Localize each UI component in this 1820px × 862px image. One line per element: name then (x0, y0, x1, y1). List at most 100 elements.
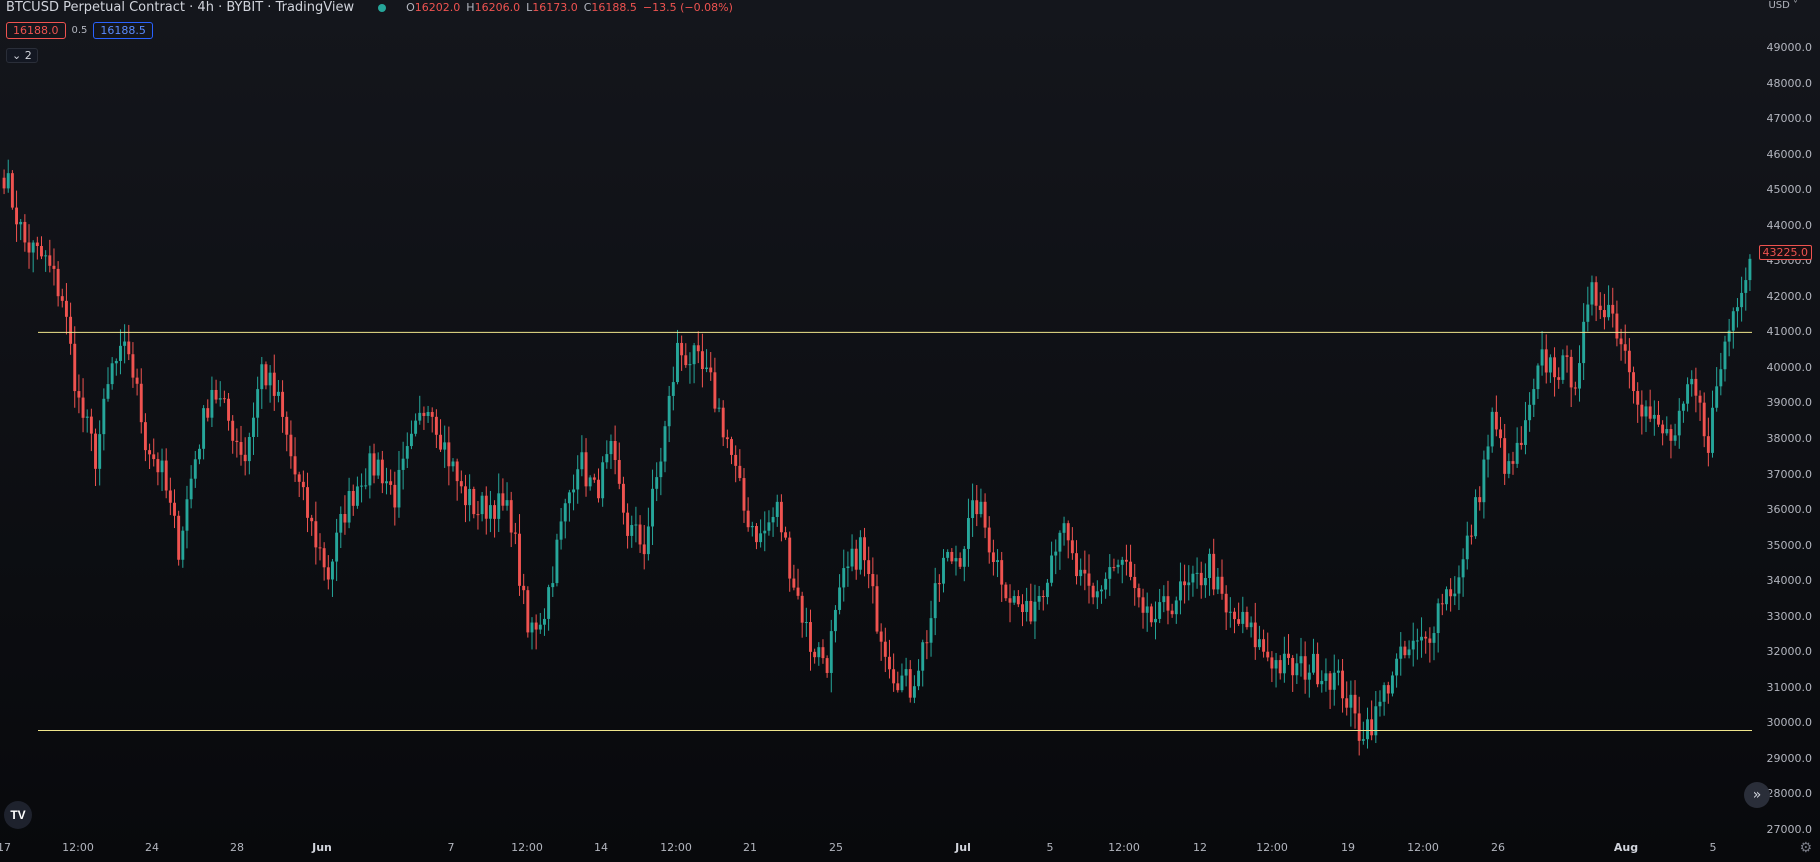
candle-body (584, 452, 588, 487)
candle-body (1544, 349, 1548, 373)
candle-body (1129, 561, 1133, 577)
candle-body (858, 537, 862, 570)
time-tick-label: 5 (1709, 841, 1717, 854)
candle-body (1050, 555, 1054, 583)
candle-body (222, 398, 226, 400)
candle-body (252, 417, 255, 437)
candle-body (235, 440, 239, 443)
candle-body (621, 483, 625, 513)
time-tick-label: 12:00 (1407, 841, 1439, 854)
buy-button[interactable]: 16188.5 (93, 22, 153, 39)
candle-body (613, 441, 617, 461)
candle-body (1424, 636, 1428, 639)
candle-body (738, 465, 742, 479)
candle-body (418, 412, 422, 421)
candle-body (1224, 593, 1228, 613)
candle-body (443, 442, 447, 450)
candle-body (168, 490, 172, 503)
candle-body (522, 585, 526, 591)
symbol-title[interactable]: BTCUSD Perpetual Contract · 4h · BYBIT ·… (6, 0, 355, 15)
candle-body (56, 268, 60, 297)
candle-body (538, 624, 542, 630)
candle-body (439, 434, 442, 450)
candle-body (1016, 596, 1020, 605)
candle-body (771, 516, 775, 523)
candle-body (1187, 582, 1191, 586)
candle-body (123, 341, 127, 346)
candle-body (372, 453, 376, 476)
candle-body (1573, 387, 1577, 389)
candle-body (1004, 584, 1008, 599)
candle-body (1033, 601, 1037, 622)
candle-body (1166, 596, 1170, 611)
candle-body (1528, 404, 1532, 421)
time-tick-label: 12:00 (1108, 841, 1140, 854)
candle-body (1120, 559, 1124, 565)
candle-body (1482, 459, 1486, 503)
candle-body (1740, 292, 1744, 308)
price-tick-label: 37000.0 (1766, 467, 1813, 481)
spread-value: 0.5 (71, 25, 88, 36)
candle-body (1278, 660, 1282, 674)
candle-body (867, 560, 871, 575)
candle-body (1116, 564, 1120, 568)
candle-body (44, 255, 48, 257)
candle-body (883, 641, 887, 657)
price-tick-label: 45000.0 (1766, 183, 1813, 197)
price-tick-label: 47000.0 (1766, 112, 1813, 126)
candle-body (364, 485, 368, 487)
candle-body (966, 518, 970, 549)
candle-body (1432, 633, 1436, 643)
currency-selector[interactable]: USD ˅ (1768, 0, 1798, 11)
candle-body (1012, 596, 1016, 603)
candle-body (1598, 305, 1602, 311)
candle-body (1299, 656, 1303, 664)
candle-body (1582, 321, 1586, 364)
candle-body (1499, 429, 1502, 439)
candle-body (605, 454, 609, 463)
candle-body (576, 469, 580, 490)
candle-body (1619, 338, 1623, 345)
candle-body (1557, 377, 1561, 380)
candle-body (35, 242, 39, 247)
candle-body (480, 495, 484, 515)
time-tick-label: 17 (0, 841, 11, 854)
candle-body (1719, 369, 1723, 387)
candle-body (1037, 596, 1041, 602)
candle-body (1494, 411, 1498, 430)
candle-body (854, 548, 858, 570)
candle-body (177, 515, 181, 560)
candle-body (1445, 589, 1448, 605)
candle-body (239, 442, 243, 455)
candle-body (746, 510, 750, 528)
candle-body (1124, 559, 1128, 562)
open-label: O (406, 1, 415, 14)
sell-button[interactable]: 16188.0 (6, 22, 66, 39)
indicators-toggle[interactable]: ⌄ 2 (6, 48, 38, 63)
candle-body (430, 412, 434, 417)
candle-body (1461, 559, 1465, 578)
candle-body (1524, 420, 1527, 445)
candle-body (991, 552, 995, 563)
time-tick-label: Jul (955, 841, 971, 854)
chart-header: BTCUSD Perpetual Contract · 4h · BYBIT ·… (6, 0, 733, 15)
candle-body (1677, 410, 1681, 436)
candle-body (468, 488, 472, 506)
scroll-to-realtime-button[interactable]: » (1744, 782, 1770, 808)
tradingview-logo-icon[interactable]: TV (4, 801, 32, 829)
candle-body (1183, 581, 1187, 586)
candle-body (60, 296, 64, 301)
candle-body (1486, 446, 1490, 460)
candle-body (326, 567, 330, 580)
candle-body (1332, 672, 1336, 690)
candle-body (888, 656, 891, 670)
candle-body (597, 479, 600, 499)
candle-body (684, 355, 688, 366)
gear-icon[interactable]: ⚙ (1799, 840, 1812, 856)
candle-body (268, 372, 272, 386)
candle-body (1083, 569, 1087, 574)
candle-body (135, 377, 139, 384)
candle-body (1178, 581, 1182, 601)
candle-body (863, 537, 866, 561)
